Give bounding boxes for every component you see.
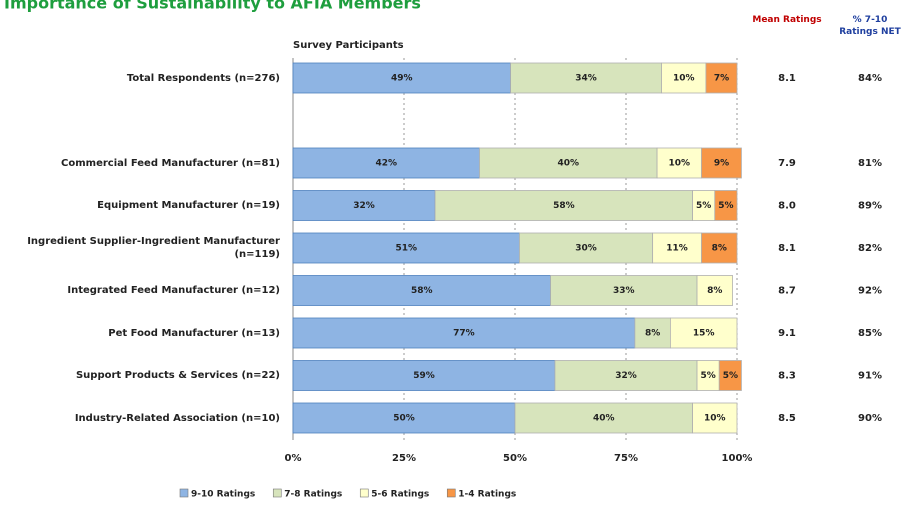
- net-rating: 81%: [858, 158, 882, 169]
- bar-segment: [292, 360, 556, 391]
- category-label: Pet Food Manufacturer (n=13): [108, 327, 280, 339]
- bar-segment: [292, 275, 551, 306]
- bar-segment: [292, 232, 520, 264]
- value-label: 11%: [666, 244, 688, 254]
- mean-rating: 8.0: [778, 201, 796, 212]
- net-rating: 84%: [858, 73, 882, 84]
- legend-swatch: [179, 488, 189, 498]
- bar-segment: [701, 232, 738, 264]
- mean-rating: 9.1: [778, 328, 796, 339]
- bar-segment: [692, 402, 738, 434]
- chart-title: Importance of Sustainability to AFIA Mem…: [4, 0, 421, 13]
- value-label: 5%: [723, 371, 738, 381]
- bar-segment: [292, 62, 511, 94]
- category-label: Ingredient Supplier-Ingredient Manufactu…: [27, 236, 280, 260]
- x-tick-label: 25%: [392, 453, 416, 464]
- value-label: 58%: [411, 286, 433, 296]
- value-label: 5%: [696, 201, 711, 211]
- category-label: Support Products & Services (n=22): [75, 370, 280, 381]
- bar-segment: [701, 147, 742, 179]
- bar-segment: [510, 62, 662, 94]
- value-label: 30%: [575, 244, 597, 254]
- category-label: Industry-Related Association (n=10): [74, 412, 280, 424]
- net-rating: 91%: [858, 371, 882, 382]
- x-tick-label: 75%: [614, 453, 638, 464]
- legend-swatch: [359, 488, 369, 498]
- value-label: 8%: [707, 286, 722, 296]
- bar-segment: [705, 62, 738, 94]
- legend-swatch: [272, 488, 282, 498]
- value-label: 8%: [645, 329, 660, 339]
- bar-segment: [718, 360, 742, 391]
- x-tick-label: 0%: [285, 453, 302, 464]
- bar-segment: [656, 147, 702, 179]
- value-label: 42%: [375, 159, 397, 169]
- value-label: 40%: [593, 414, 615, 424]
- subtitle: Survey Participants: [293, 40, 404, 51]
- category-label: Commercial Feed Manufacturer (n=81): [61, 157, 280, 169]
- legend-label: 5-6 Ratings: [371, 490, 429, 500]
- bar-segment: [661, 62, 707, 94]
- bar-segment: [292, 190, 436, 221]
- value-label: 49%: [391, 74, 413, 84]
- bar-segment: [634, 317, 671, 349]
- value-label: 15%: [693, 329, 715, 339]
- net-rating: 82%: [858, 243, 882, 254]
- bar-segment: [479, 147, 658, 179]
- bar-segment: [292, 317, 636, 349]
- x-tick-label: 50%: [503, 453, 527, 464]
- mean-rating: 7.9: [778, 158, 796, 169]
- value-label: 8%: [712, 244, 727, 254]
- category-label: Total Respondents (n=276): [126, 72, 280, 84]
- bar-segment: [519, 232, 654, 264]
- net-header: % 7-10 Ratings NET: [839, 15, 901, 37]
- value-label: 40%: [558, 159, 580, 169]
- bar-segment: [292, 402, 516, 434]
- mean-rating: 8.1: [778, 73, 796, 84]
- legend-label: 9-10 Ratings: [191, 490, 255, 500]
- value-label: 10%: [704, 414, 726, 424]
- mean-rating: 8.3: [778, 371, 796, 382]
- value-label: 5%: [718, 201, 733, 211]
- net-rating: 92%: [858, 286, 882, 297]
- bar-segment: [514, 402, 694, 434]
- value-label: 10%: [669, 159, 691, 169]
- value-label: 58%: [553, 201, 575, 211]
- value-label: 7%: [714, 74, 729, 84]
- value-label: 33%: [613, 286, 635, 296]
- value-label: 51%: [395, 244, 417, 254]
- legend-swatch: [446, 488, 456, 498]
- bar-segment: [434, 190, 693, 221]
- value-label: 5%: [700, 371, 715, 381]
- bar-segment: [554, 360, 698, 391]
- legend-label: 7-8 Ratings: [284, 490, 342, 500]
- bar-segment: [714, 190, 738, 221]
- mean-rating: 8.1: [778, 243, 796, 254]
- mean-rating: 8.7: [778, 286, 796, 297]
- value-label: 32%: [353, 201, 375, 211]
- bar-segment: [292, 147, 480, 179]
- value-label: 50%: [393, 414, 415, 424]
- net-rating: 89%: [858, 201, 882, 212]
- value-label: 59%: [413, 371, 435, 381]
- value-label: 77%: [453, 329, 475, 339]
- bar-segment: [696, 275, 733, 306]
- legend-label: 1-4 Ratings: [458, 490, 516, 500]
- net-rating: 90%: [858, 413, 882, 424]
- category-label: Integrated Feed Manufacturer (n=12): [67, 285, 280, 296]
- category-label: Equipment Manufacturer (n=19): [97, 200, 280, 211]
- value-label: 10%: [673, 74, 695, 84]
- bar-segment: [670, 317, 738, 349]
- net-rating: 85%: [858, 328, 882, 339]
- mean-header: Mean Ratings: [752, 15, 822, 25]
- value-label: 34%: [575, 74, 597, 84]
- mean-rating: 8.5: [778, 413, 796, 424]
- value-label: 32%: [615, 371, 637, 381]
- x-tick-label: 100%: [722, 453, 753, 464]
- value-label: 9%: [714, 159, 729, 169]
- bar-segment: [550, 275, 698, 306]
